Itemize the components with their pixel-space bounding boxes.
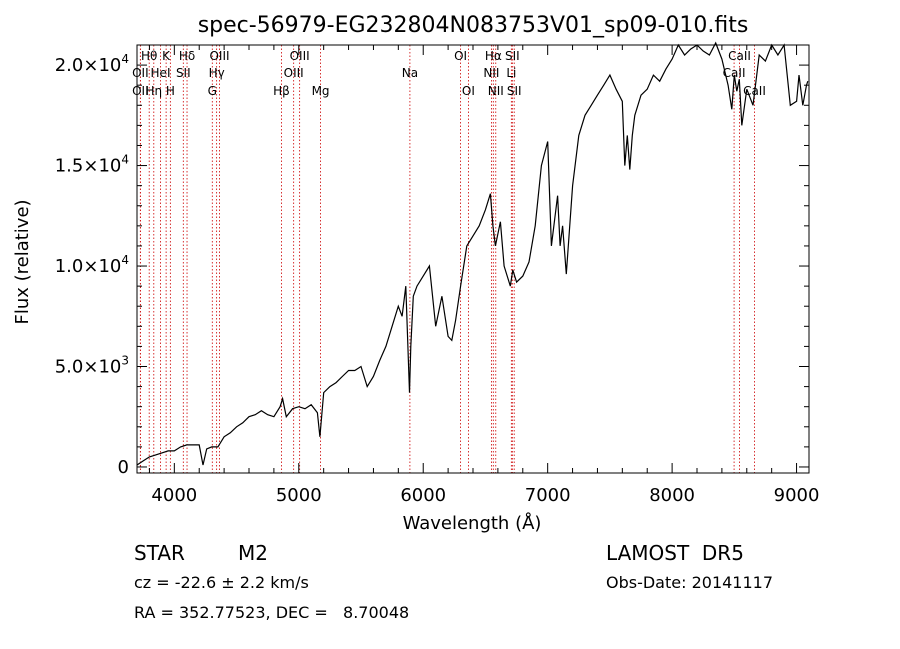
chart-title: spec-56979-EG232804N083753V01_sp09-010.f… [198, 13, 749, 38]
x-axis-label: Wavelength (Å) [403, 512, 542, 534]
redshift-cz: cz = -22.6 ± 2.2 km/s [134, 573, 309, 592]
line-marker-label: NII [488, 84, 504, 98]
line-marker-label: HeI [151, 66, 171, 80]
line-marker-label: CaII [728, 49, 751, 63]
line-marker-label: SII [505, 49, 520, 63]
x-tick-label: 6000 [400, 485, 446, 506]
y-axis-label: Flux (relative) [12, 199, 33, 324]
line-marker-label: NII [483, 66, 499, 80]
line-marker-label: SII [176, 66, 191, 80]
x-tick-label: 5000 [276, 485, 322, 506]
line-marker-label: OIII [209, 49, 229, 63]
line-marker-label: Hα [485, 49, 502, 63]
x-axis-ticks: 4000 5000 6000 7000 8000 9000 [148, 45, 820, 506]
line-marker-label: OII [132, 84, 149, 98]
line-marker-label: Hβ [273, 84, 290, 98]
object-class: STAR [134, 541, 185, 565]
survey-name: LAMOST DR5 [606, 541, 744, 565]
y-tick-label: 1.5×104 [55, 153, 129, 177]
line-marker-label: Mg [312, 84, 330, 98]
object-subclass: M2 [238, 541, 268, 565]
x-tick-label: 7000 [525, 485, 571, 506]
line-marker-label: Hγ [209, 66, 225, 80]
line-marker-label: Li [506, 66, 516, 80]
line-marker-label: OI [462, 84, 475, 98]
y-tick-label: 0 [118, 457, 129, 478]
y-tick-label: 1.0×104 [55, 253, 129, 277]
line-marker-label: Hθ [141, 49, 157, 63]
line-marker-label: OI [454, 49, 467, 63]
line-marker-label: OII [132, 66, 149, 80]
emission-line-markers [139, 45, 755, 473]
coordinates: RA = 352.77523, DEC = 8.70048 [134, 603, 409, 622]
line-marker-label: SII [507, 84, 522, 98]
line-marker-label: OIII [284, 66, 304, 80]
y-axis-ticks: 0 5.0×103 1.0×104 1.5×104 2.0×104 [55, 52, 809, 478]
line-marker-label: OIII [290, 49, 310, 63]
line-marker-label: Hη [145, 84, 162, 98]
y-tick-label: 2.0×104 [55, 52, 129, 76]
x-tick-label: 8000 [649, 485, 695, 506]
line-marker-label: K [162, 49, 171, 63]
y-tick-label: 5.0×103 [55, 354, 129, 378]
x-tick-label: 4000 [151, 485, 197, 506]
line-marker-label: CaII [723, 66, 746, 80]
spectrum-line [136, 41, 809, 466]
line-marker-label: H [166, 84, 175, 98]
plot-frame [136, 44, 810, 474]
line-marker-label: Hδ [179, 49, 195, 63]
line-marker-label: Na [402, 66, 418, 80]
x-tick-label: 9000 [774, 485, 820, 506]
observation-date: Obs-Date: 20141117 [606, 573, 773, 592]
line-marker-label: G [208, 84, 217, 98]
